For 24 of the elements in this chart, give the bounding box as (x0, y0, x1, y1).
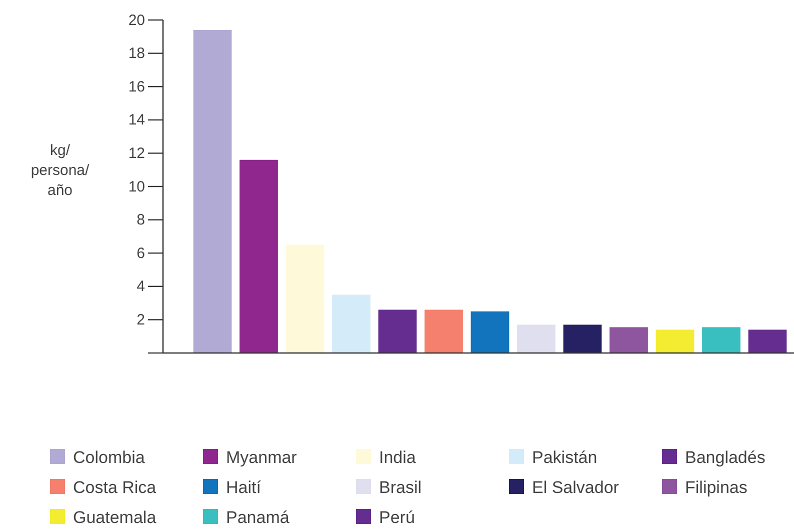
y-tick-label: 10 (128, 178, 145, 196)
y-tick-label: 12 (128, 145, 145, 162)
legend-label: Perú (379, 508, 415, 527)
y-tick-label: 2 (136, 312, 145, 328)
y-tick-label: 4 (136, 278, 145, 296)
y-tick-label: 20 (128, 12, 145, 29)
y-tick-label: 16 (128, 78, 145, 96)
legend-label: El Salvador (532, 478, 620, 497)
legend-label: India (379, 448, 416, 467)
legend-label: Haití (226, 478, 262, 497)
y-tick-label: 6 (136, 244, 145, 262)
y-axis-title: kg/ persona/ año (30, 142, 90, 199)
legend-label: Panamá (226, 508, 290, 527)
legend-label: Costa Rica (73, 478, 157, 497)
y-tick-label: 18 (128, 45, 145, 62)
y-tick-label: 8 (136, 212, 145, 229)
legend-label: Bangladés (685, 448, 766, 467)
legend-label: Pakistán (532, 448, 598, 467)
legend-label: Filipinas (685, 478, 748, 497)
legend-label: Brasil (379, 478, 422, 497)
legend-label: Myanmar (226, 448, 298, 467)
y-tick-label: 14 (128, 112, 145, 129)
legend-label: Guatemala (73, 508, 157, 527)
legend-label: Colombia (73, 448, 146, 467)
